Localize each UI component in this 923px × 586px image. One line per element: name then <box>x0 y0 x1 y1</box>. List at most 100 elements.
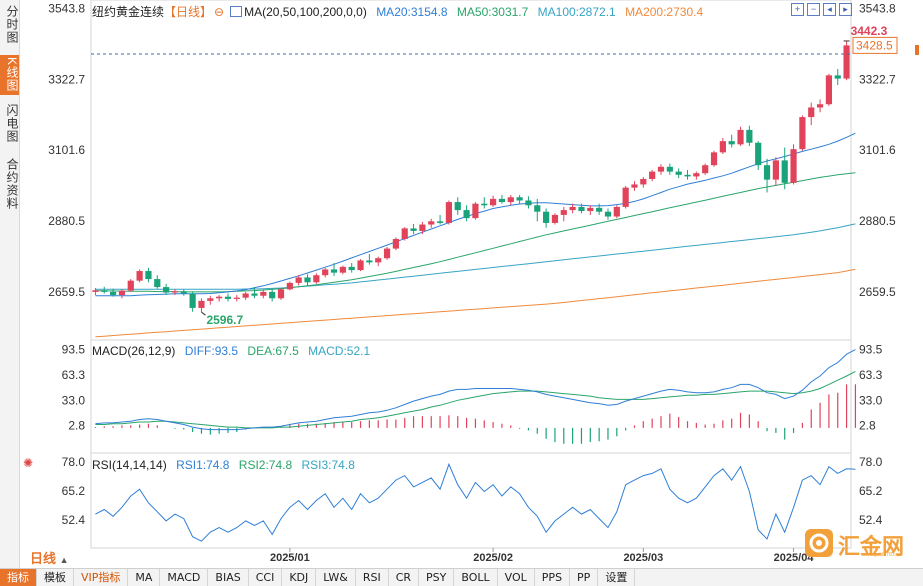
candle-body-63 <box>649 171 656 179</box>
last-price-box <box>852 36 898 54</box>
rsi-tick-right-2: 78.0 <box>859 455 883 469</box>
tab-kline-chart[interactable]: K线图 <box>0 55 19 95</box>
candle-body-70 <box>710 152 718 166</box>
rsi-legend: RSI(14,14,14) RSI1:74.8 RSI2:74.8 RSI3:7… <box>92 458 361 472</box>
candle-body-37 <box>419 224 426 231</box>
candle-body-39 <box>436 221 444 223</box>
candle-body-34 <box>392 238 399 249</box>
candle-body-72 <box>728 141 735 145</box>
zoom-out-icon[interactable]: − <box>807 3 820 16</box>
candle-body-47 <box>507 197 514 203</box>
tab-time-chart[interactable]: 分时图 <box>5 4 19 44</box>
macd-params: MACD(26,12,9) <box>92 344 176 358</box>
candle-body-42 <box>463 210 470 219</box>
candle-body-46 <box>498 198 506 203</box>
candle-body-79 <box>790 149 797 183</box>
rsi-tick-left-0: 52.4 <box>62 513 86 527</box>
candle-body-33 <box>383 248 391 259</box>
macd-tick-right-0: 2.8 <box>859 419 876 433</box>
indicator-tab-1[interactable]: 模板 <box>37 569 74 586</box>
price-tick-right-0: 2659.5 <box>859 285 896 299</box>
rsi3-value: RSI3:74.8 <box>301 458 355 472</box>
indicator-tab-13[interactable]: VOL <box>498 569 535 586</box>
indicator-tab-8[interactable]: LW& <box>316 569 356 586</box>
indicator-tab-9[interactable]: RSI <box>356 569 389 586</box>
candle-body-15 <box>224 296 232 299</box>
tab-flash-chart[interactable]: 闪电图 <box>5 103 19 143</box>
diff-value: DIFF:93.5 <box>184 344 239 358</box>
candle-body-71 <box>719 141 726 153</box>
candle-body-56 <box>587 207 594 212</box>
candle-body-80 <box>799 117 806 150</box>
macd-tick-right-2: 63.3 <box>859 368 883 382</box>
candle-body-25 <box>313 275 320 283</box>
tab-contract-info[interactable]: 合约资料 <box>5 158 19 210</box>
logo-mark-icon <box>805 529 833 557</box>
candle-body-57 <box>596 207 603 212</box>
indicator-tab-12[interactable]: BOLL <box>454 569 498 586</box>
indicator-tab-15[interactable]: PP <box>570 569 599 586</box>
move-left-icon[interactable]: ◂ <box>823 3 836 16</box>
candle-body-58 <box>604 211 612 217</box>
indicator-tab-16[interactable]: 设置 <box>598 569 636 586</box>
main-legend: 纽约黄金连续【日线】 ⊖ MA(20,50,100,200,0,0) MA20:31… <box>92 3 709 20</box>
candle-body-31 <box>366 260 373 263</box>
ma-toggle-icon[interactable] <box>230 6 243 17</box>
candle-body-16 <box>233 297 240 299</box>
indicator-tab-0[interactable]: 指标 <box>0 569 37 586</box>
macd-tick-right-3: 93.5 <box>859 343 883 357</box>
brand-logo: 汇金网 www.gold678.com <box>804 528 914 560</box>
zoom-in-icon[interactable]: + <box>791 3 804 16</box>
indicator-tab-7[interactable]: KDJ <box>282 569 317 586</box>
candle-body-82 <box>816 104 824 108</box>
candle-body-21 <box>277 289 285 299</box>
candle-body-24 <box>304 277 311 283</box>
period-selector[interactable]: 日线 ▲ <box>20 550 90 567</box>
indicator-tab-3[interactable]: MA <box>128 569 161 586</box>
indicator-tab-4[interactable]: MACD <box>160 569 209 586</box>
candle-body-17 <box>242 293 249 298</box>
indicator-tab-10[interactable]: CR <box>389 569 420 586</box>
candle-body-23 <box>295 277 302 283</box>
candle-body-13 <box>207 298 214 301</box>
indicator-tab-14[interactable]: PPS <box>535 569 571 586</box>
candle-body-44 <box>481 203 488 206</box>
indicator-tab-11[interactable]: PSY <box>419 569 455 586</box>
price-tick-left-2: 3101.6 <box>48 143 85 157</box>
candle-body-5 <box>136 271 143 281</box>
candle-body-43 <box>472 203 479 219</box>
macd-value: MACD:52.1 <box>308 344 371 358</box>
indicator-tab-5[interactable]: BIAS <box>208 569 249 586</box>
indicator-tab-2[interactable]: VIP指标 <box>74 569 129 586</box>
crosshair-icon[interactable]: ✺ <box>23 456 34 470</box>
candle-body-41 <box>454 202 461 211</box>
indicator-tab-6[interactable]: CCI <box>249 569 283 586</box>
price-tick-right-1: 2880.5 <box>859 214 896 228</box>
candle-body-4 <box>127 280 134 291</box>
rsi-tick-right-0: 52.4 <box>859 513 883 527</box>
candle-body-22 <box>286 282 293 290</box>
last-price-label: 3428.5 <box>856 38 893 52</box>
candle-body-35 <box>401 228 408 239</box>
candle-body-40 <box>445 202 452 223</box>
candle-body-76 <box>763 165 771 180</box>
candle-body-30 <box>357 260 364 271</box>
high-label: 3442.3 <box>851 24 888 38</box>
ma100-value: MA100:2872.1 <box>537 5 616 19</box>
move-right-icon[interactable]: ▸ <box>839 3 852 16</box>
chart-canvas[interactable]: 2659.5 2659.5 2880.5 2880.5 3101.6 3101.6 3322… <box>20 0 923 568</box>
candle-body-65 <box>666 166 673 172</box>
indicator-toolbar: 指标 模板 VIP指标 MA MACD BIAS CCI KDJ LW& RSI CR PSY BOLL… <box>0 568 923 586</box>
candle-body-52 <box>551 214 559 223</box>
candle-body-53 <box>560 210 567 215</box>
rsi-tick-left-1: 65.2 <box>62 484 86 498</box>
price-tick-right-4: 3543.8 <box>859 1 896 15</box>
ma-params: MA(20,50,100,200,0,0) <box>244 5 367 19</box>
instrument-name: 纽约黄金连续 <box>92 5 165 19</box>
side-tab-bar: 分时图 K线图 闪电图 合约资料 <box>0 0 20 585</box>
diff-line <box>95 349 856 431</box>
settings-icon[interactable]: ⊖ <box>214 5 225 19</box>
dea-line <box>95 370 856 429</box>
candle-body-0 <box>92 290 99 292</box>
macd-legend: MACD(26,12,9) DIFF:93.5 DEA:67.5 MACD:52… <box>92 344 376 358</box>
